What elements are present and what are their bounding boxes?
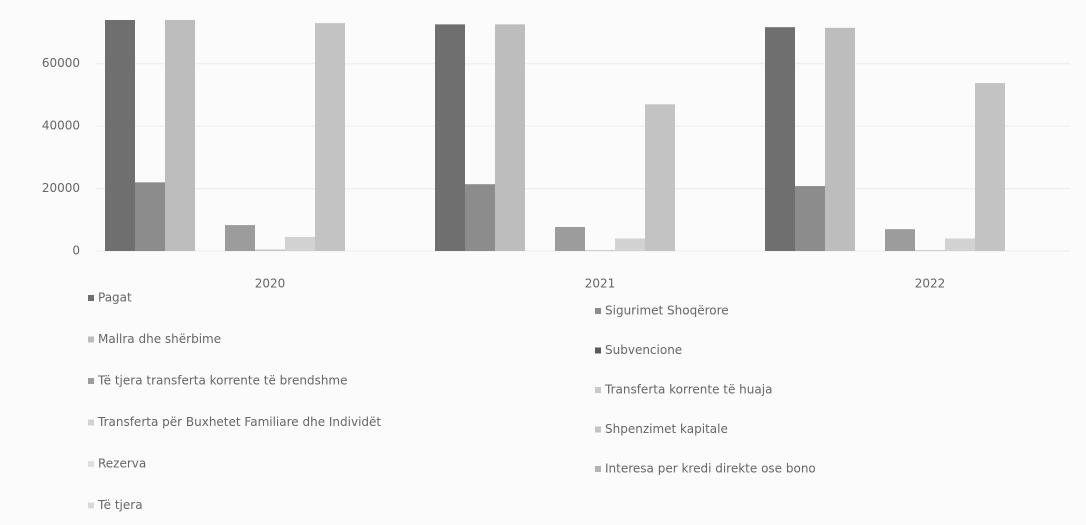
bar	[315, 23, 345, 251]
y-tick-label: 0	[72, 244, 80, 258]
bar	[915, 250, 945, 251]
bar	[945, 238, 975, 251]
legend-swatch	[595, 466, 601, 472]
legend-swatch	[88, 295, 94, 301]
bar	[585, 250, 615, 251]
legend-swatch	[595, 308, 601, 314]
bar	[885, 229, 915, 251]
legend-label: Të tjera	[97, 498, 143, 512]
bar	[255, 249, 285, 251]
bar	[795, 186, 825, 251]
legend-label: Mallra dhe shërbime	[98, 332, 221, 346]
bar	[645, 104, 675, 251]
legend-swatch	[595, 387, 601, 393]
y-tick-label: 60000	[42, 56, 80, 70]
legend-swatch	[88, 378, 94, 384]
bar	[765, 27, 795, 251]
bar	[465, 184, 495, 251]
bar	[495, 24, 525, 251]
bar	[825, 27, 855, 252]
bar	[165, 20, 195, 251]
legend-label: Shpenzimet kapitale	[605, 422, 728, 436]
legend-swatch	[88, 336, 94, 343]
y-tick-label: 40000	[42, 119, 80, 133]
bar	[225, 225, 255, 251]
legend-label: Sigurimet Shoqërore	[605, 304, 729, 318]
legend-swatch	[88, 461, 94, 467]
legend-swatch	[595, 426, 601, 433]
bar	[105, 20, 135, 251]
legend-swatch	[88, 502, 94, 509]
legend-swatch	[595, 347, 601, 354]
legend-label: Transferta për Buxhetet Familiare dhe In…	[97, 415, 381, 429]
legend-label: Subvencione	[605, 343, 682, 357]
bar	[135, 182, 165, 251]
bar	[555, 226, 585, 251]
bar	[285, 236, 315, 251]
bar	[615, 238, 645, 251]
legend-swatch	[88, 419, 94, 426]
legend-label: Të tjera transferta korrente të brendshm…	[97, 374, 348, 388]
x-tick-label: 2022	[915, 277, 946, 291]
bar	[975, 83, 1005, 251]
legend-label: Interesa per kredi direkte ose bono	[605, 462, 816, 476]
y-tick-label: 20000	[42, 181, 80, 195]
x-tick-label: 2020	[255, 277, 286, 291]
bar	[435, 24, 465, 251]
legend-label: Pagat	[98, 291, 132, 305]
x-tick-label: 2021	[585, 277, 616, 291]
legend-label: Transferta korrente të huaja	[604, 383, 772, 397]
legend-label: Rezerva	[98, 457, 146, 471]
